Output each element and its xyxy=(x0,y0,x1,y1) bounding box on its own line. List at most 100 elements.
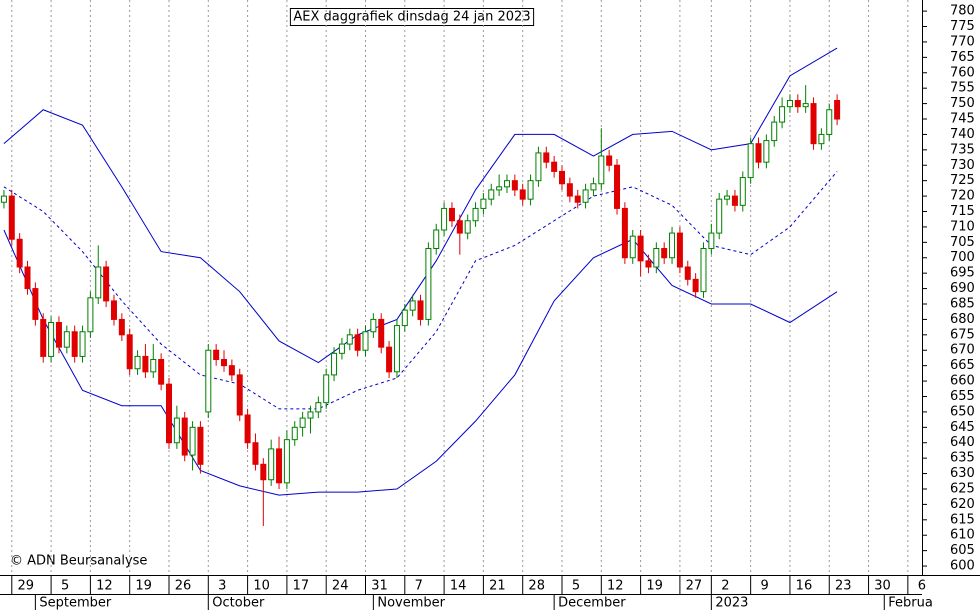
candle-body xyxy=(527,180,534,200)
title-box xyxy=(289,8,535,26)
x-tick-label: 10 xyxy=(253,579,270,594)
y-tick-label: 745 xyxy=(950,112,975,127)
candle-body xyxy=(488,189,495,200)
x-tick-label: 12 xyxy=(96,579,113,594)
x-tick-label: 19 xyxy=(135,579,152,594)
y-tick-label: 725 xyxy=(950,173,975,188)
candle-body xyxy=(637,235,644,262)
candle-body xyxy=(417,300,424,320)
y-tick-label: 730 xyxy=(950,158,975,173)
x-tick-label: 30 xyxy=(874,579,891,594)
y-tick-label: 715 xyxy=(950,204,975,219)
candle-body xyxy=(559,170,566,185)
candle-body xyxy=(189,426,196,456)
y-tick-label: 660 xyxy=(950,374,975,389)
candle-body xyxy=(370,318,377,333)
y-tick-label: 615 xyxy=(950,512,975,527)
candle-body xyxy=(621,207,628,259)
x-tick-label: 21 xyxy=(489,579,506,594)
x-tick-label: 28 xyxy=(528,579,545,594)
candle-body xyxy=(55,321,62,348)
candle-body xyxy=(834,100,841,120)
candle-body xyxy=(519,189,526,200)
candle-body xyxy=(543,152,550,163)
candle-body xyxy=(252,442,259,465)
candle-body xyxy=(299,417,306,428)
candle-body xyxy=(16,238,23,268)
candle-body xyxy=(134,355,141,370)
candle-body xyxy=(503,180,510,188)
candle-body xyxy=(708,232,715,249)
y-tick-label: 655 xyxy=(950,389,975,404)
candle-body xyxy=(173,417,180,444)
candle-body xyxy=(40,318,47,357)
y-tick-label: 665 xyxy=(950,358,975,373)
candle-body xyxy=(87,297,94,333)
candle-body xyxy=(346,334,353,345)
candle-body xyxy=(724,195,731,200)
candle-body xyxy=(362,331,369,351)
candle-body xyxy=(79,331,86,357)
candle-body xyxy=(786,100,793,108)
candle-body xyxy=(354,334,361,351)
candle-body xyxy=(425,247,432,320)
month-label: December xyxy=(558,596,626,610)
month-label: September xyxy=(39,596,112,610)
candle-body xyxy=(684,266,691,280)
candle-body xyxy=(150,358,157,373)
candle-body xyxy=(307,411,314,419)
candle-body xyxy=(629,235,636,259)
candle-body xyxy=(747,143,754,179)
y-tick-label: 750 xyxy=(950,96,975,111)
month-label: Februa xyxy=(888,596,933,610)
y-tick-label: 765 xyxy=(950,50,975,65)
candle-body xyxy=(268,448,275,481)
x-tick-label: 6 xyxy=(918,579,926,594)
month-label: November xyxy=(377,596,445,610)
x-tick-label: 5 xyxy=(572,579,580,594)
y-tick-label: 775 xyxy=(950,19,975,34)
candle-body xyxy=(676,232,683,268)
y-tick-label: 625 xyxy=(950,481,975,496)
candle-body xyxy=(763,140,770,163)
x-tick-label: 16 xyxy=(796,579,813,594)
candle-body xyxy=(779,106,786,123)
y-tick-label: 755 xyxy=(950,81,975,96)
candle-body xyxy=(606,155,613,166)
candle-body xyxy=(511,180,518,191)
y-tick-label: 735 xyxy=(950,142,975,157)
candle-body xyxy=(441,207,448,231)
y-tick-label: 710 xyxy=(950,219,975,234)
candle-body xyxy=(590,183,597,191)
candle-body xyxy=(338,343,345,354)
candle-body xyxy=(260,463,267,481)
candle-body xyxy=(669,232,676,259)
candle-body xyxy=(181,417,188,456)
x-tick-label: 31 xyxy=(371,579,388,594)
candle-body xyxy=(653,247,660,268)
candle-body xyxy=(110,300,117,320)
candle-body xyxy=(794,100,801,108)
candle-body xyxy=(574,195,581,203)
candle-body xyxy=(0,195,7,203)
x-tick-label: 24 xyxy=(332,579,349,594)
candle-body xyxy=(315,402,322,413)
y-tick-label: 770 xyxy=(950,34,975,49)
candle-body xyxy=(582,189,589,203)
candle-body xyxy=(464,220,471,234)
x-tick-label: 12 xyxy=(607,579,624,594)
y-tick-label: 780 xyxy=(950,4,975,19)
y-tick-label: 760 xyxy=(950,65,975,80)
x-tick-label: 7 xyxy=(415,579,423,594)
y-tick-label: 605 xyxy=(950,543,975,558)
y-tick-label: 740 xyxy=(950,127,975,142)
month-label: October xyxy=(212,596,265,610)
candle-body xyxy=(535,152,542,182)
candle-body xyxy=(716,198,723,234)
x-tick-label: 23 xyxy=(835,579,852,594)
candle-body xyxy=(755,143,762,163)
x-tick-label: 5 xyxy=(61,579,69,594)
candle-body xyxy=(126,334,133,370)
band-line xyxy=(3,229,838,496)
y-tick-label: 685 xyxy=(950,296,975,311)
